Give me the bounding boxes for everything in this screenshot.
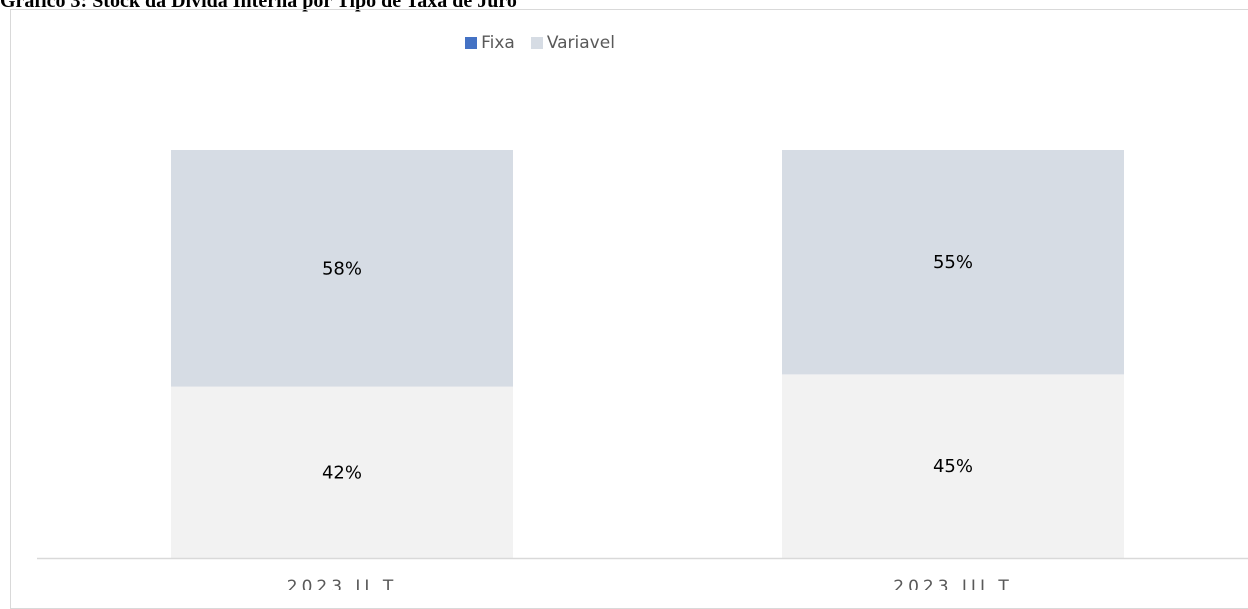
category-label-2: 2023 III T	[893, 577, 1013, 590]
bar-variavel-1	[171, 150, 513, 387]
data-label-fixa-1: 42%	[322, 462, 362, 483]
data-label-variavel-1: 58%	[322, 258, 362, 279]
legend: Fixa Variavel	[0, 33, 1080, 53]
legend-swatch-fixa	[465, 37, 478, 49]
legend-item-fixa: Fixa	[465, 33, 515, 53]
bar-variavel-2	[782, 150, 1124, 375]
legend-item-variavel: Variavel	[530, 33, 615, 53]
legend-label-fixa: Fixa	[481, 33, 515, 53]
legend-label-variavel: Variavel	[546, 33, 615, 53]
data-label-fixa-2: 45%	[933, 456, 973, 477]
category-label-1: 2023 II T	[287, 577, 397, 590]
bar-fixa-1	[171, 386, 513, 558]
bar-fixa-2	[782, 374, 1124, 558]
data-label-variavel-2: 55%	[933, 252, 973, 273]
legend-swatch-variavel	[530, 37, 543, 49]
chart-plot-area: 42% 58% 2023 II T 45% 55% 2023 III T	[37, 150, 1248, 590]
